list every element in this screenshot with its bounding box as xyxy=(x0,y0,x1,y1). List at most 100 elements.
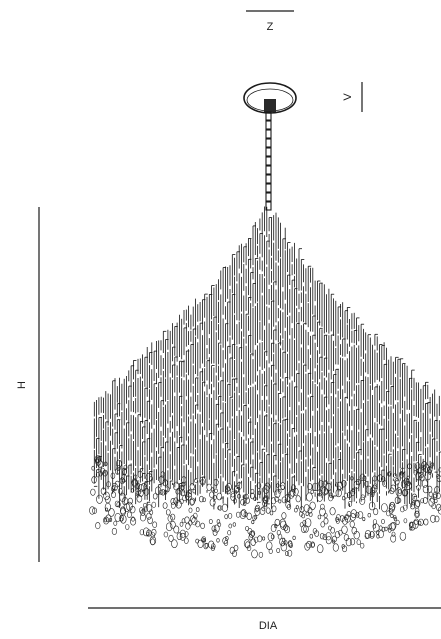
crystal-drop xyxy=(332,543,339,552)
crystal-drop xyxy=(262,500,268,507)
crystal-drop xyxy=(197,539,204,549)
crystal-drop xyxy=(274,489,281,498)
crystal-drop xyxy=(109,517,113,522)
crystal-drop xyxy=(270,524,277,533)
crystal-drop xyxy=(400,506,405,513)
crystal-drop xyxy=(408,521,414,529)
crystal-drop xyxy=(230,491,235,498)
crystal-drop xyxy=(345,537,352,547)
crystal-drop xyxy=(377,474,383,483)
crystal-drop xyxy=(402,488,409,497)
crystal-drop xyxy=(364,529,372,539)
crystal-drop xyxy=(158,475,165,485)
crystal-drop xyxy=(247,528,253,535)
crystal-drop xyxy=(191,517,198,526)
crystal-drop xyxy=(118,488,123,495)
h-dimension-label: H xyxy=(16,381,28,389)
crystal-drop xyxy=(167,515,173,522)
crystal-drop xyxy=(321,486,328,496)
crystal-drop xyxy=(162,479,168,487)
crystal-drop xyxy=(179,532,186,541)
crystal-drop xyxy=(91,476,97,484)
crystal-drop xyxy=(147,516,153,525)
crystal-drop xyxy=(116,501,121,508)
crystal-drop xyxy=(113,520,118,526)
crystal-drop xyxy=(254,506,259,513)
crystal-drop xyxy=(222,537,228,545)
crystal-drop xyxy=(111,482,118,492)
crystal-drop xyxy=(253,496,257,501)
crystal-drop xyxy=(403,518,408,524)
crystal-drop xyxy=(413,518,419,525)
crystal-drop xyxy=(386,471,391,477)
crystal-drop xyxy=(193,512,198,519)
crystal-drop xyxy=(350,476,354,481)
crystal-drop xyxy=(126,501,133,511)
crystal-drop xyxy=(225,482,232,491)
crystal-drop xyxy=(285,501,291,509)
crystal-drop xyxy=(127,497,133,505)
crystal-drop xyxy=(284,493,291,502)
crystal-drop xyxy=(394,478,400,486)
crystal-drop xyxy=(309,533,313,539)
crystal-drop xyxy=(104,502,111,512)
crystal-drop xyxy=(420,498,425,504)
crystal-drop xyxy=(122,497,129,506)
crystal-drop xyxy=(185,522,191,530)
crystal-drop xyxy=(347,500,353,507)
crystal-drop xyxy=(276,547,281,553)
crystal-drop xyxy=(391,531,396,537)
crystal-drop xyxy=(367,512,371,518)
crystal-drop xyxy=(292,535,296,541)
crystal-drop xyxy=(284,550,289,556)
chain-link xyxy=(265,120,272,130)
crystal-drop xyxy=(434,486,440,494)
crystal-drop xyxy=(200,479,205,485)
crystal-drop xyxy=(428,491,433,497)
crystal-drop xyxy=(434,515,440,523)
crystal-drop xyxy=(289,488,296,497)
crystal-drop xyxy=(213,478,219,486)
crystal-drop xyxy=(190,515,196,523)
crystal-drop xyxy=(130,517,137,526)
crystal-drop xyxy=(146,529,152,537)
crystal-drop xyxy=(195,538,199,544)
crystal-drop xyxy=(355,511,360,518)
crystal-drop xyxy=(159,489,164,495)
crystal-drop xyxy=(372,475,378,482)
crystal-drop xyxy=(430,514,436,523)
crystal-drop xyxy=(389,487,395,495)
crystal-drop xyxy=(405,481,412,491)
crystal-drop xyxy=(259,507,266,515)
crystal-drop xyxy=(181,481,186,487)
crystal-drop xyxy=(399,531,407,541)
crystal-drop xyxy=(279,537,286,547)
crystal-drop xyxy=(228,513,233,519)
crystal-drop xyxy=(381,503,388,513)
crystal-drop xyxy=(204,542,209,549)
crystal-drop xyxy=(292,487,299,496)
crystal-drop xyxy=(122,478,126,483)
crystal-drop xyxy=(433,491,438,498)
crystal-drop xyxy=(301,513,306,519)
crystal-drop xyxy=(131,488,135,493)
crystal-drop xyxy=(334,531,341,539)
crystal-drop xyxy=(257,490,262,496)
crystal-drop xyxy=(123,464,128,471)
crystal-drop xyxy=(245,525,250,531)
crystal-drop xyxy=(320,521,325,528)
crystal-drop xyxy=(343,492,349,499)
crystal-drop xyxy=(364,481,369,487)
crystal-drop xyxy=(364,532,370,539)
crystal-drop xyxy=(171,539,178,549)
crystal-drop xyxy=(331,535,337,543)
crystal-drop xyxy=(409,521,416,531)
crystal-drop xyxy=(281,512,287,520)
crystal-drop xyxy=(108,508,115,517)
dia-dimension-label: DIA xyxy=(259,620,278,632)
crystal-drop xyxy=(146,512,152,520)
crystal-drop xyxy=(421,465,426,471)
crystal-drop xyxy=(371,484,378,494)
crystal-drop xyxy=(152,493,158,500)
crystal-drop xyxy=(233,489,238,495)
